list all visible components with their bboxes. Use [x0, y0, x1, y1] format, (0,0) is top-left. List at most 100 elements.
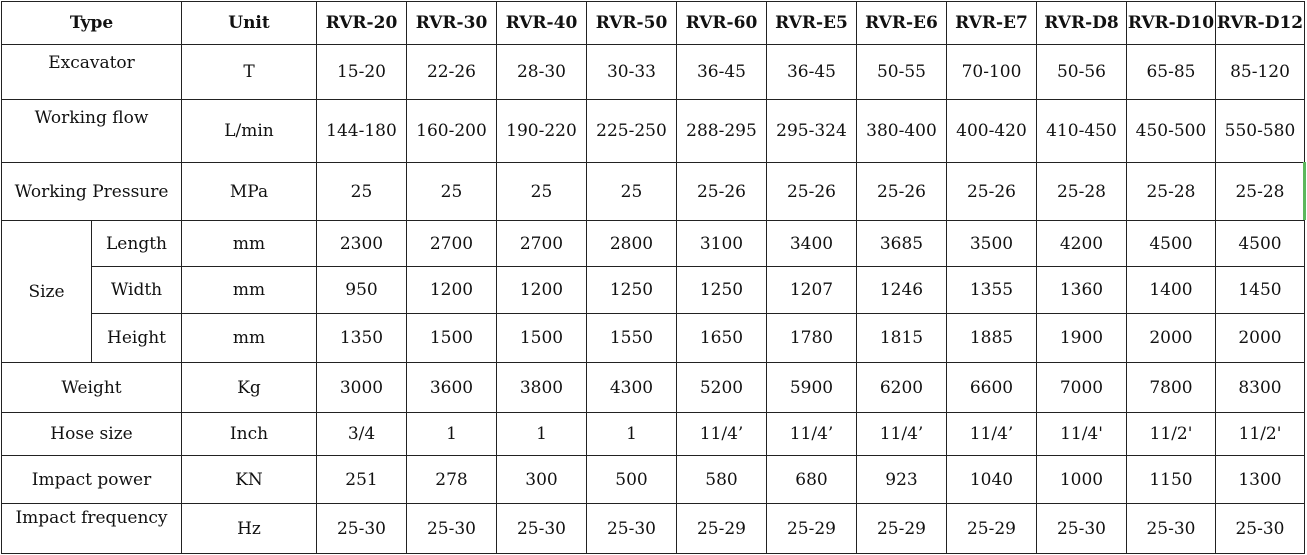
- value-cell: 6200: [856, 362, 947, 413]
- value-cell: 25-30: [496, 503, 587, 554]
- value-cell: 25-28: [1036, 162, 1127, 221]
- value-cell: 680: [766, 455, 857, 504]
- value-cell: 2800: [586, 220, 677, 267]
- value-cell: 25-29: [856, 503, 947, 554]
- value-cell: 70-100: [946, 44, 1037, 100]
- value-cell: 1650: [676, 313, 767, 363]
- value-cell: 3800: [496, 362, 587, 413]
- value-cell: 1780: [766, 313, 857, 363]
- value-cell: 25-26: [946, 162, 1037, 221]
- model-header: RVR-40: [496, 1, 587, 45]
- value-cell: 3100: [676, 220, 767, 267]
- weight-row: Weight Kg 3000 3600 3800 4300 5200 5900 …: [1, 362, 1305, 413]
- unit-cell: L/min: [181, 99, 317, 163]
- value-cell: 1000: [1036, 455, 1127, 504]
- value-cell: 36-45: [766, 44, 857, 100]
- value-cell: 1040: [946, 455, 1037, 504]
- model-header: RVR-E7: [946, 1, 1037, 45]
- hose-row: Hose size Inch 3/4 1 1 1 11/4’ 11/4’ 11/…: [1, 412, 1305, 456]
- value-cell: 25-28: [1215, 162, 1305, 221]
- value-cell: 5900: [766, 362, 857, 413]
- value-cell: 50-56: [1036, 44, 1127, 100]
- row-label: Impact power: [1, 455, 182, 504]
- width-row: Width mm 950 1200 1200 1250 1250 1207 12…: [2, 266, 1305, 314]
- value-cell: 25-29: [766, 503, 857, 554]
- value-cell: 25-26: [766, 162, 857, 221]
- value-cell: 1500: [406, 313, 497, 363]
- value-cell: 25-30: [1215, 503, 1305, 554]
- model-header: RVR-30: [406, 1, 497, 45]
- flow-row: Working flow L/min 144-180 160-200 190-2…: [1, 99, 1305, 163]
- value-cell: 1815: [856, 313, 947, 363]
- value-cell: 25: [406, 162, 497, 221]
- value-cell: 11/4’: [856, 412, 947, 456]
- value-cell: 410-450: [1036, 99, 1127, 163]
- value-cell: 8300: [1215, 362, 1305, 413]
- value-cell: 25-28: [1126, 162, 1216, 221]
- unit-cell: MPa: [181, 162, 317, 221]
- pressure-row: Working Pressure MPa 25 25 25 25 25-26 2…: [1, 162, 1305, 221]
- value-cell: 25: [316, 162, 407, 221]
- model-header: RVR-D10: [1126, 1, 1216, 45]
- value-cell: 25-29: [946, 503, 1037, 554]
- value-cell: 1450: [1215, 266, 1305, 314]
- value-cell: 1350: [316, 313, 407, 363]
- value-cell: 278: [406, 455, 497, 504]
- value-cell: 2300: [316, 220, 407, 267]
- value-cell: 11/2': [1126, 412, 1216, 456]
- value-cell: 2000: [1126, 313, 1216, 363]
- excavator-row: Excavator T 15-20 22-26 28-30 30-33 36-4…: [1, 44, 1305, 100]
- value-cell: 65-85: [1126, 44, 1216, 100]
- value-cell: 25-30: [1126, 503, 1216, 554]
- sub-label: Length: [91, 220, 182, 267]
- value-cell: 580: [676, 455, 767, 504]
- value-cell: 1250: [586, 266, 677, 314]
- value-cell: 85-120: [1215, 44, 1305, 100]
- value-cell: 1355: [946, 266, 1037, 314]
- value-cell: 11/4': [1036, 412, 1127, 456]
- value-cell: 7000: [1036, 362, 1127, 413]
- model-header: RVR-60: [676, 1, 767, 45]
- value-cell: 25-30: [406, 503, 497, 554]
- value-cell: 25: [496, 162, 587, 221]
- value-cell: 1150: [1126, 455, 1216, 504]
- value-cell: 36-45: [676, 44, 767, 100]
- value-cell: 3685: [856, 220, 947, 267]
- value-cell: 3400: [766, 220, 857, 267]
- unit-cell: mm: [181, 266, 317, 314]
- value-cell: 1207: [766, 266, 857, 314]
- value-cell: 11/2': [1215, 412, 1305, 456]
- type-header: Type: [1, 1, 182, 45]
- value-cell: 1200: [406, 266, 497, 314]
- value-cell: 550-580: [1215, 99, 1305, 163]
- value-cell: 25-26: [676, 162, 767, 221]
- value-cell: 4300: [586, 362, 677, 413]
- value-cell: 11/4’: [676, 412, 767, 456]
- model-header: RVR-E5: [766, 1, 857, 45]
- value-cell: 4500: [1126, 220, 1216, 267]
- edge-marker: [1303, 162, 1306, 220]
- value-cell: 923: [856, 455, 947, 504]
- value-cell: 251: [316, 455, 407, 504]
- value-cell: 28-30: [496, 44, 587, 100]
- length-row: Size Length mm 2300 2700 2700 2800 3100 …: [1, 220, 1305, 363]
- value-cell: 4500: [1215, 220, 1305, 267]
- value-cell: 3600: [406, 362, 497, 413]
- row-label: Working Pressure: [1, 162, 182, 221]
- value-cell: 288-295: [676, 99, 767, 163]
- value-cell: 450-500: [1126, 99, 1216, 163]
- value-cell: 1246: [856, 266, 947, 314]
- model-header: RVR-E6: [856, 1, 947, 45]
- sub-label: Width: [91, 266, 182, 314]
- value-cell: 3500: [946, 220, 1037, 267]
- row-label: Excavator: [1, 44, 182, 100]
- height-row: Height mm 1350 1500 1500 1550 1650 1780 …: [2, 313, 1305, 363]
- size-group-label: Size: [1, 220, 92, 363]
- value-cell: 160-200: [406, 99, 497, 163]
- unit-cell: Kg: [181, 362, 317, 413]
- value-cell: 1: [406, 412, 497, 456]
- value-cell: 7800: [1126, 362, 1216, 413]
- value-cell: 3/4: [316, 412, 407, 456]
- value-cell: 1360: [1036, 266, 1127, 314]
